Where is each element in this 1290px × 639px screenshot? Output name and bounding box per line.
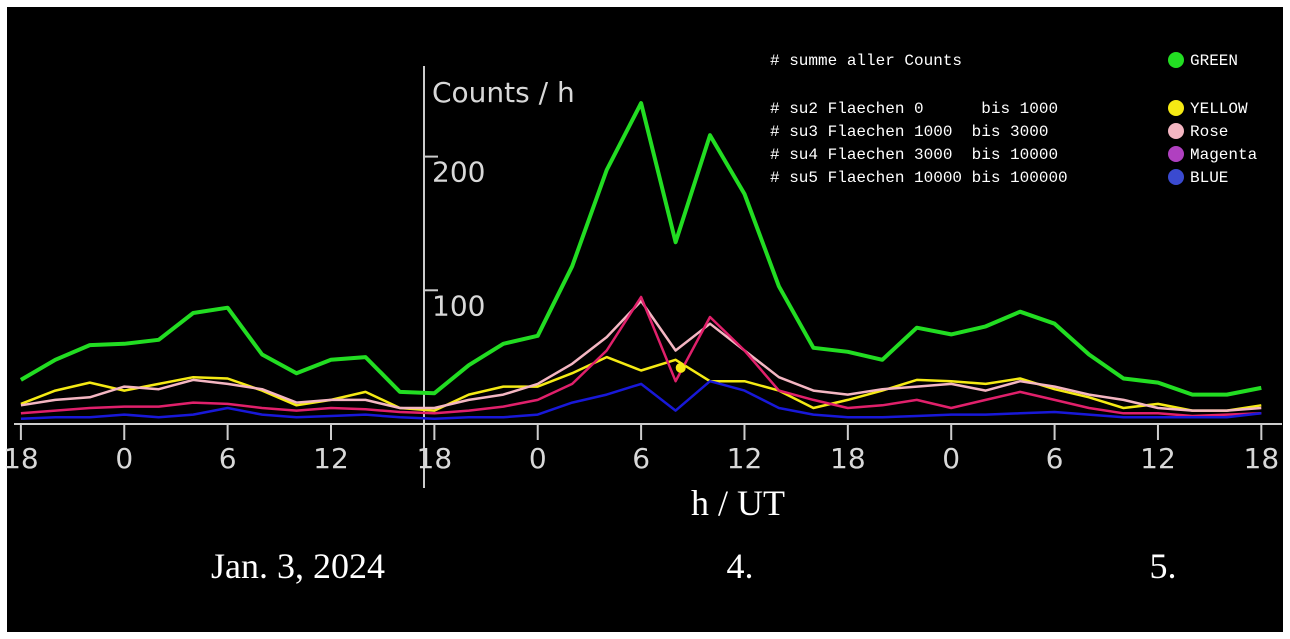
x-axis-title: h / UT bbox=[691, 483, 785, 523]
y-tick-label: 100 bbox=[432, 289, 485, 322]
y-axis-title: Counts / h bbox=[432, 76, 575, 109]
x-tick-label: 6 bbox=[632, 442, 650, 475]
x-tick-label: 18 bbox=[3, 442, 39, 475]
legend-description: # su5 Flaechen 10000 bis 100000 bbox=[770, 169, 1068, 187]
series-line bbox=[20, 295, 1262, 418]
legend-swatch bbox=[1168, 169, 1184, 185]
date-label: Jan. 3, 2024 bbox=[211, 546, 385, 586]
y-tick-label: 200 bbox=[432, 156, 485, 189]
legend-swatch bbox=[1168, 146, 1184, 162]
legend-description: # su2 Flaechen 0 bis 1000 bbox=[770, 100, 1058, 118]
date-label: 5. bbox=[1150, 546, 1177, 586]
legend-description: # su3 Flaechen 1000 bis 3000 bbox=[770, 123, 1048, 141]
legend-swatch bbox=[1168, 100, 1184, 116]
series-line bbox=[20, 299, 1262, 412]
legend-description: # summe aller Counts bbox=[770, 52, 962, 70]
legend-swatch bbox=[1168, 123, 1184, 139]
x-tick-label: 12 bbox=[1140, 442, 1176, 475]
x-tick-label: 12 bbox=[313, 442, 349, 475]
marker bbox=[675, 362, 686, 373]
legend-label: Magenta bbox=[1190, 146, 1258, 164]
x-tick-label: 18 bbox=[1244, 442, 1280, 475]
x-tick-label: 0 bbox=[115, 442, 133, 475]
x-tick-label: 18 bbox=[417, 442, 453, 475]
legend-label: YELLOW bbox=[1190, 100, 1248, 118]
series-line bbox=[19, 101, 1262, 397]
x-tick-label: 6 bbox=[1046, 442, 1064, 475]
legend-label: Rose bbox=[1190, 123, 1228, 141]
legend-label: GREEN bbox=[1190, 52, 1238, 70]
x-tick-label: 18 bbox=[830, 442, 866, 475]
background bbox=[7, 7, 1283, 632]
x-tick-label: 0 bbox=[529, 442, 547, 475]
date-label: 4. bbox=[727, 546, 754, 586]
x-tick-label: 12 bbox=[727, 442, 763, 475]
series-line bbox=[20, 379, 1262, 420]
legend-description: # su4 Flaechen 3000 bis 10000 bbox=[770, 146, 1058, 164]
series-line bbox=[20, 355, 1262, 412]
legend-swatch bbox=[1168, 52, 1184, 68]
legend-label: BLUE bbox=[1190, 169, 1228, 187]
x-tick-label: 6 bbox=[219, 442, 237, 475]
x-tick-label: 0 bbox=[942, 442, 960, 475]
